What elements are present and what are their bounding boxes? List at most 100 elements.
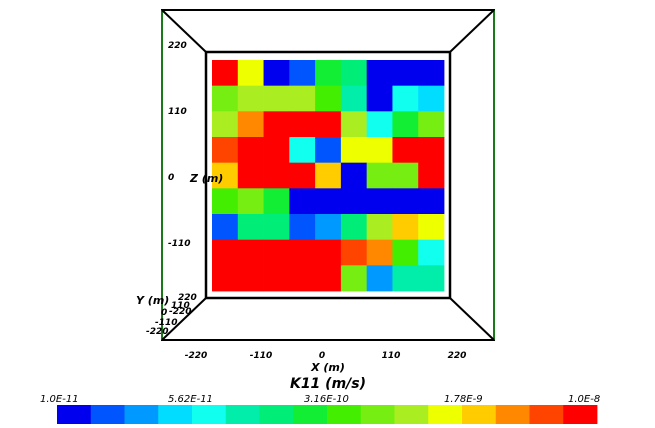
box-edge-tl	[161, 9, 207, 53]
heatmap-cell	[340, 85, 368, 112]
heatmap-cell	[315, 111, 342, 138]
colorbar-label: 1.0E-11	[40, 394, 79, 405]
x-tick: -220	[185, 351, 208, 361]
heatmap-cell	[237, 162, 264, 189]
y-axis: 220 110 0 -110 -220 -220 Y (m)	[136, 293, 197, 337]
heatmap-cell	[263, 60, 290, 87]
colorbar-label: 1.78E-9	[444, 394, 483, 405]
heatmap-cell	[212, 214, 239, 241]
heatmap-cell	[263, 265, 290, 292]
heatmap-cell	[340, 60, 368, 87]
heatmap-cell	[392, 214, 419, 241]
colorbar-swatch	[327, 405, 362, 424]
heatmap-cell	[392, 85, 419, 112]
heatmap-cell	[212, 162, 239, 189]
colorbar-swatch	[360, 405, 395, 424]
heatmap-cell	[315, 188, 342, 215]
heatmap-cell	[212, 239, 239, 266]
y-tick: 220	[178, 293, 197, 303]
heatmap-cell	[418, 137, 445, 164]
colorbar-swatch	[57, 405, 92, 424]
heatmap-cell	[237, 265, 264, 292]
heatmap-cell	[289, 265, 316, 292]
heatmap-cell	[212, 137, 239, 164]
x-tick: 0	[319, 351, 325, 361]
heatmap-cell	[315, 214, 342, 241]
x-tick: -110	[250, 351, 273, 361]
heatmap-cell	[392, 239, 419, 266]
heatmap-cell	[315, 60, 342, 87]
heatmap-cell	[418, 188, 445, 215]
heatmap-cell	[263, 85, 290, 112]
heatmap-cell	[392, 265, 419, 292]
heatmap-cell	[289, 137, 316, 164]
heatmap-cell	[418, 85, 445, 112]
heatmap-cell	[340, 111, 368, 138]
heatmap-cell	[392, 60, 419, 87]
z-tick: 220	[168, 41, 187, 51]
colorbar-swatch	[394, 405, 429, 424]
y-tick: 0	[161, 308, 167, 318]
heatmap-cell	[315, 239, 342, 266]
heatmap-cell	[392, 162, 419, 189]
z-axis-title: Z (m)	[189, 172, 223, 185]
x-tick: 220	[448, 351, 467, 361]
heatmap-cell	[289, 111, 316, 138]
x-tick: 110	[382, 351, 401, 361]
heatmap-cell	[289, 188, 316, 215]
heatmap-cell	[366, 111, 393, 138]
heatmap-cell	[366, 214, 393, 241]
heatmap-cell	[289, 60, 316, 87]
colorbar-swatch	[563, 405, 598, 424]
heatmap-cell	[366, 188, 393, 215]
heatmap-cell	[418, 111, 445, 138]
heatmap-cell	[315, 85, 342, 112]
heatmap-cell	[366, 85, 393, 112]
z-tick: 0	[168, 173, 174, 183]
heatmap-cell	[289, 85, 316, 112]
z-axis: 220 110 0 -110 Z (m)	[168, 41, 223, 249]
colorbar-swatch	[293, 405, 328, 424]
colorbar: K11 (m/s) 1.0E-11 5.62E-11 3.16E-10 1.78…	[40, 376, 600, 424]
colorbar-swatches	[57, 405, 598, 424]
y-tick: -220	[169, 307, 192, 317]
heatmap-cell	[237, 137, 264, 164]
heatmap-cell	[212, 85, 239, 112]
heatmap-cell	[340, 162, 368, 189]
heatmap-cell	[366, 239, 393, 266]
heatmap-cell	[340, 137, 368, 164]
heatmap-cell	[263, 162, 290, 189]
heatmap-cell	[237, 60, 264, 87]
colorbar-label: 3.16E-10	[304, 394, 349, 405]
heatmap-cell	[237, 214, 264, 241]
heatmap-cell	[392, 137, 419, 164]
heatmap-cell	[340, 239, 368, 266]
heatmap-cell	[418, 239, 445, 266]
y-tick: 110	[171, 301, 190, 311]
heatmap-cell	[212, 265, 239, 292]
heatmap-cell	[212, 188, 239, 215]
heatmap-cell	[289, 214, 316, 241]
heatmap-cell	[289, 239, 316, 266]
box-edge-br	[449, 297, 495, 341]
z-tick: 110	[168, 107, 187, 117]
colorbar-title: K11 (m/s)	[290, 376, 366, 392]
colorbar-swatch	[158, 405, 193, 424]
heatmap-cell	[392, 188, 419, 215]
y-tick: -220	[146, 327, 169, 337]
colorbar-label: 1.0E-8	[568, 394, 600, 405]
colorbar-swatch	[495, 405, 530, 424]
heatmap-cell	[340, 188, 368, 215]
colorbar-swatch	[90, 405, 125, 424]
heatmap-cells	[212, 60, 445, 292]
heatmap-cell	[366, 137, 393, 164]
heatmap-cell	[237, 111, 264, 138]
colorbar-swatch	[192, 405, 227, 424]
heatmap-cell	[263, 111, 290, 138]
heatmap-cell	[237, 239, 264, 266]
colorbar-swatch	[259, 405, 294, 424]
z-tick: -110	[168, 239, 191, 249]
heatmap-cell	[263, 239, 290, 266]
bounding-box	[161, 9, 495, 341]
